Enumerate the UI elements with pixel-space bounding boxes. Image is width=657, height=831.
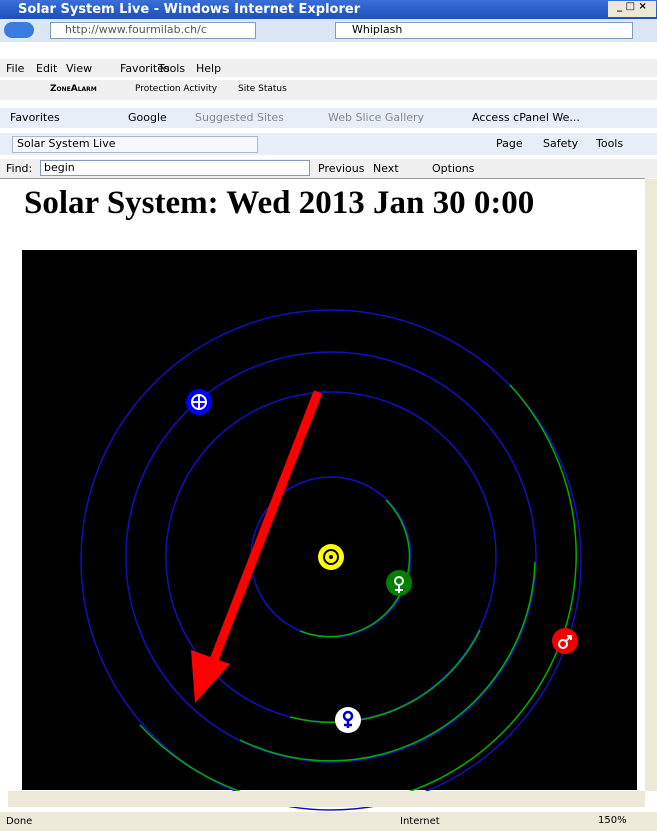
page: {"window": {"title": "Solar System Live … [0, 0, 657, 831]
venus [335, 707, 361, 733]
solar-view [0, 0, 645, 831]
browser: Solar System Live - Windows Internet Exp… [0, 0, 657, 831]
horizontal-scrollbar[interactable] [8, 791, 645, 807]
status-text: Done [6, 816, 32, 827]
sky [22, 250, 637, 790]
zoom[interactable]: 150% [598, 815, 627, 826]
sun [318, 544, 344, 570]
vertical-scrollbar[interactable] [645, 179, 657, 791]
status-bar: Done Internet 150% [0, 812, 657, 831]
earth [186, 389, 212, 415]
mercury [386, 570, 412, 596]
zone: Internet [400, 816, 440, 827]
mars [552, 628, 578, 654]
